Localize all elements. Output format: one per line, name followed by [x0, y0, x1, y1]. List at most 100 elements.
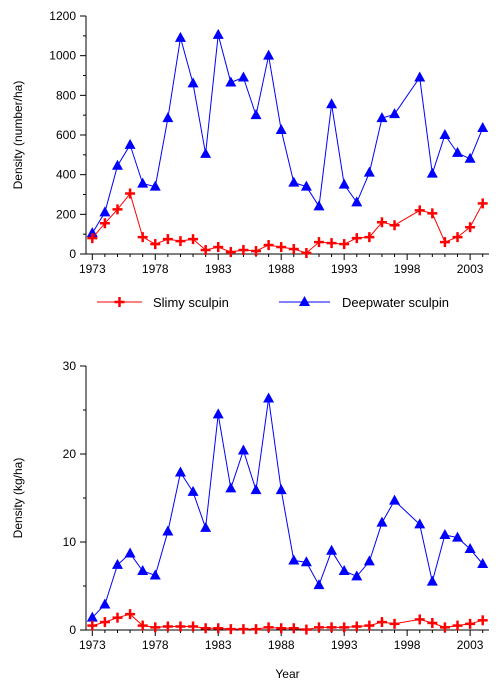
data-point-slimy [414, 205, 425, 216]
data-point-deepwater [187, 485, 199, 496]
data-point-slimy [288, 623, 299, 634]
legend-deepwater-label: Deepwater sculpin [342, 295, 449, 310]
data-point-slimy [251, 246, 262, 257]
y-axis-label: Density (number/ha) [11, 81, 25, 190]
data-point-slimy [351, 233, 362, 244]
data-point-deepwater [426, 167, 438, 178]
data-point-slimy [175, 236, 186, 247]
data-point-slimy [112, 612, 123, 623]
y-tick-label: 0 [69, 623, 76, 637]
data-point-slimy [112, 204, 123, 215]
data-point-slimy [125, 609, 136, 620]
data-point-slimy [175, 621, 186, 632]
data-point-slimy [150, 622, 161, 633]
data-point-deepwater [313, 200, 325, 211]
data-point-slimy [213, 242, 224, 253]
data-point-slimy [200, 245, 211, 256]
series-line-deepwater [91, 398, 484, 619]
number-density-panel: 0 200 400 600 800 1000 1200 1973 1978 1983 1988 199… [11, 9, 489, 276]
data-point-deepwater [439, 129, 451, 139]
data-point-deepwater [124, 547, 136, 558]
data-point-slimy [376, 217, 387, 228]
data-point-deepwater [212, 28, 224, 39]
data-point-slimy [427, 208, 438, 219]
data-point-deepwater [99, 206, 111, 217]
data-point-deepwater [187, 77, 199, 88]
data-point-deepwater [174, 466, 186, 477]
data-point-slimy [87, 620, 98, 631]
data-point-deepwater [149, 569, 161, 580]
legend: Slimy sculpin Deepwater sculpin [97, 295, 449, 310]
x-tick-label: 1983 [205, 638, 232, 652]
data-point-slimy [439, 237, 450, 248]
data-point-deepwater [174, 31, 186, 42]
y-tick-label: 20 [63, 447, 77, 461]
data-point-slimy [137, 620, 148, 631]
data-point-slimy [313, 622, 324, 633]
data-point-deepwater [300, 180, 312, 191]
data-point-slimy [263, 240, 274, 251]
biomass-density-panel: 0 10 20 30 1973 1978 1983 1988 1993 1998 2003 Densi… [11, 359, 489, 681]
data-point-deepwater [137, 565, 149, 576]
data-point-slimy [465, 222, 476, 233]
data-point-slimy [188, 621, 199, 632]
data-point-deepwater [263, 49, 275, 60]
data-point-slimy [125, 188, 136, 199]
x-tick-label: 2003 [457, 262, 484, 276]
data-point-deepwater [237, 71, 249, 82]
data-point-deepwater [137, 177, 149, 188]
data-point-slimy [288, 244, 299, 255]
data-point-deepwater [275, 124, 287, 135]
x-tick-label: 1978 [142, 638, 169, 652]
data-point-slimy [301, 248, 312, 259]
x-tick-label: 1978 [142, 262, 169, 276]
data-point-deepwater [149, 180, 161, 191]
data-point-deepwater [389, 108, 401, 119]
data-point-slimy [87, 233, 98, 244]
data-point-deepwater [263, 392, 275, 403]
data-point-slimy [439, 622, 450, 633]
series-line-deepwater [91, 34, 484, 234]
data-point-slimy [389, 220, 400, 231]
data-point-slimy [477, 615, 488, 626]
data-point-deepwater [363, 166, 375, 177]
data-point-slimy [326, 238, 337, 249]
data-point-deepwater [288, 554, 300, 565]
data-point-slimy [276, 623, 287, 634]
data-point-deepwater [414, 71, 426, 82]
data-point-deepwater [426, 575, 438, 586]
data-point-slimy [188, 234, 199, 245]
data-point-deepwater [250, 484, 262, 495]
data-point-deepwater [376, 516, 388, 527]
x-tick-label: 1998 [394, 262, 421, 276]
y-tick-label: 1000 [49, 49, 76, 63]
data-point-deepwater [288, 176, 300, 187]
data-point-slimy [364, 620, 375, 631]
data-point-slimy [351, 621, 362, 632]
data-point-deepwater [326, 544, 338, 555]
data-point-deepwater [225, 76, 237, 87]
data-point-deepwater [477, 558, 489, 568]
y-tick-label: 400 [56, 168, 76, 182]
data-point-slimy [225, 624, 236, 635]
data-point-deepwater [376, 112, 388, 123]
data-point-slimy [162, 621, 173, 632]
y-tick-label: 600 [56, 128, 76, 142]
data-point-deepwater [464, 543, 476, 554]
data-point-deepwater [464, 152, 476, 163]
data-point-slimy [326, 622, 337, 633]
legend-slimy-plus-marker [114, 297, 125, 307]
data-point-slimy [313, 237, 324, 248]
x-tick-label: 1998 [394, 638, 421, 652]
y-axis-label: Density (kg/ha) [11, 458, 25, 539]
data-point-deepwater [275, 484, 287, 495]
data-point-deepwater [111, 159, 123, 170]
data-point-deepwater [250, 109, 262, 120]
data-point-slimy [99, 218, 110, 229]
data-point-deepwater [452, 146, 464, 157]
x-tick-label: 1988 [268, 638, 295, 652]
data-point-deepwater [452, 531, 464, 542]
data-point-deepwater [225, 482, 237, 493]
data-point-deepwater [300, 556, 312, 567]
